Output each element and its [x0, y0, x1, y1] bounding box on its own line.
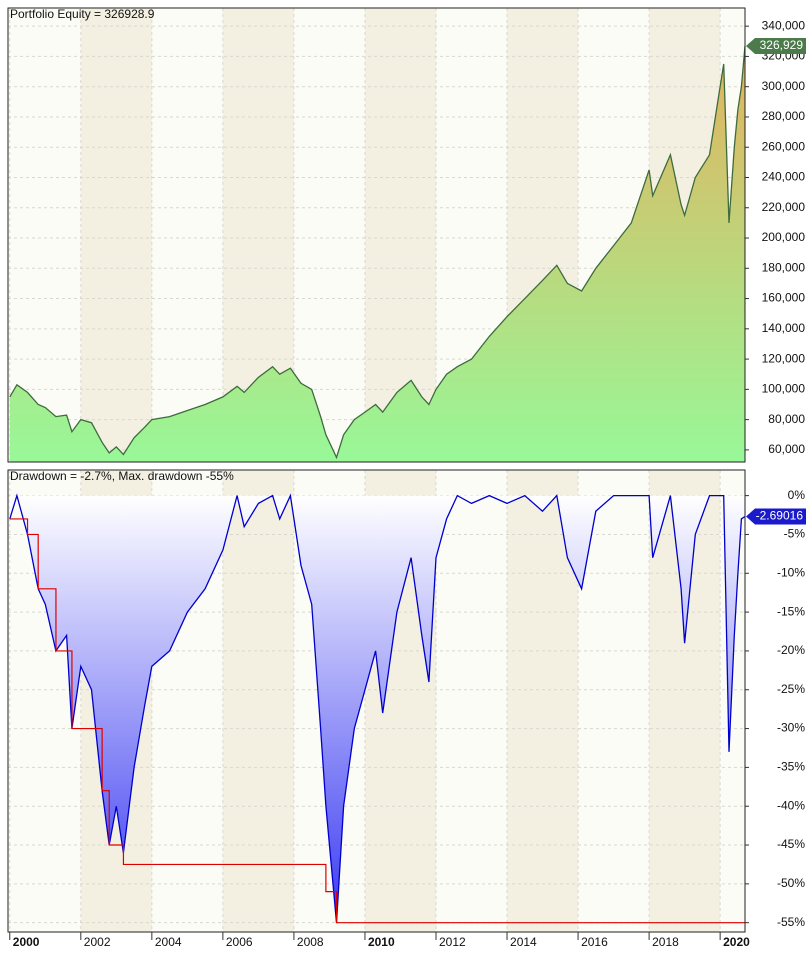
x-tick-label: 2012 — [439, 935, 466, 949]
y-tick-label: -10% — [777, 565, 805, 579]
x-tick-label: 2006 — [226, 935, 253, 949]
y-tick-label: -45% — [777, 837, 805, 851]
x-tick-label: 2008 — [297, 935, 324, 949]
y-tick-label: 100,000 — [762, 382, 806, 396]
panel-title: Portfolio Equity = 326928.9 — [10, 7, 155, 21]
y-tick-label: -15% — [777, 604, 805, 618]
y-tick-label: 140,000 — [762, 321, 806, 335]
y-tick-label: 280,000 — [762, 109, 806, 123]
y-tick-label: 240,000 — [762, 170, 806, 184]
y-tick-label: 340,000 — [762, 18, 806, 32]
y-tick-label: -55% — [777, 915, 805, 929]
y-tick-label: 60,000 — [768, 442, 805, 456]
x-tick-label: 2002 — [84, 935, 111, 949]
plot-border — [7, 469, 746, 933]
x-tick-label: 2004 — [155, 935, 182, 949]
y-tick-label: -40% — [777, 798, 805, 812]
drawdown-line — [9, 493, 746, 923]
y-tick-label: -20% — [777, 643, 805, 657]
plot-border — [7, 7, 746, 463]
x-tick-label: 2000 — [13, 935, 40, 949]
y-tick-label: -50% — [777, 876, 805, 890]
y-tick-label: 120,000 — [762, 351, 806, 365]
panel-title: Drawdown = -2.7%, Max. drawdown -55% — [10, 469, 234, 483]
y-tick-label: -30% — [777, 721, 805, 735]
y-tick-label: 300,000 — [762, 79, 806, 93]
y-tick-label: 0% — [788, 488, 806, 502]
equity-line — [9, 45, 746, 460]
year-band — [364, 8, 436, 462]
max-drawdown-line — [9, 518, 745, 924]
y-tick-label: -5% — [784, 527, 806, 541]
y-tick-label: 260,000 — [762, 139, 806, 153]
value-tag — [746, 37, 806, 54]
x-tick-label: 2014 — [510, 935, 537, 949]
y-tick-label: 80,000 — [768, 412, 805, 426]
y-tick-label: -25% — [777, 682, 805, 696]
area-fill — [9, 45, 746, 463]
y-tick-label: -35% — [777, 760, 805, 774]
value-tag-label: 326,929 — [760, 38, 804, 52]
y-tick-label: 220,000 — [762, 200, 806, 214]
value-tag — [746, 508, 806, 525]
value-tag-label: -2.69016 — [756, 509, 804, 523]
y-tick-label: 160,000 — [762, 291, 806, 305]
x-tick-label: 2016 — [581, 935, 608, 949]
y-tick-label: 180,000 — [762, 260, 806, 274]
year-band — [222, 470, 294, 932]
y-tick-label: 200,000 — [762, 230, 806, 244]
area-fill — [9, 495, 746, 923]
x-tick-label: 2010 — [368, 935, 395, 949]
x-tick-label: 2020 — [723, 935, 750, 949]
x-tick-label: 2018 — [652, 935, 679, 949]
year-band — [80, 8, 152, 462]
